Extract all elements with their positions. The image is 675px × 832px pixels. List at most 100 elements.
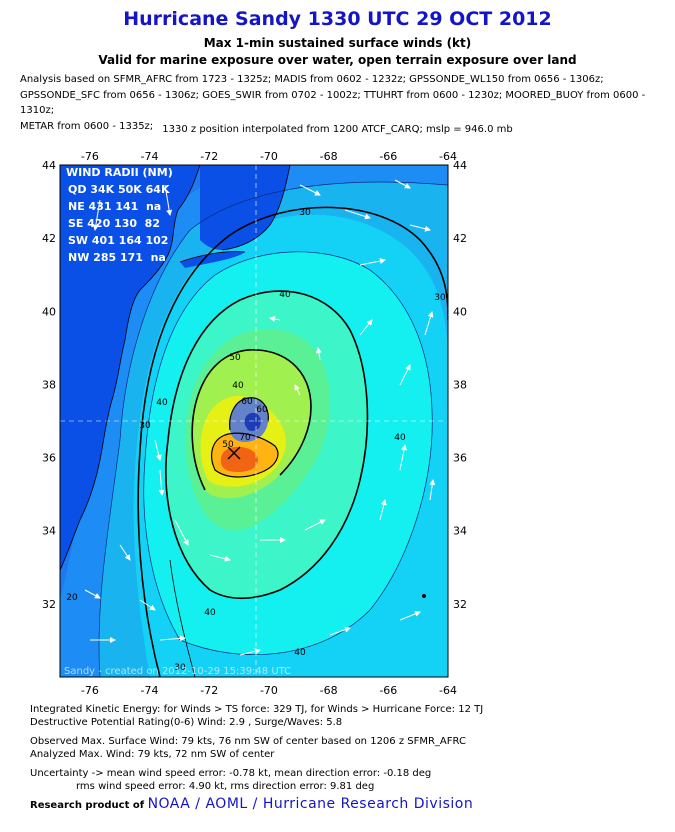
wind-arrow bbox=[424, 311, 434, 336]
wind-arrow bbox=[399, 364, 411, 386]
contour-line bbox=[137, 206, 448, 677]
analysis-line: METAR from 0600 - 1335z; bbox=[20, 120, 154, 132]
map-frame bbox=[59, 164, 449, 678]
wind-arrow bbox=[294, 384, 301, 396]
lon-tick-label: -66 bbox=[379, 150, 397, 163]
lat-tick-label: 38 bbox=[453, 378, 467, 391]
wind-arrow bbox=[379, 499, 387, 521]
contour-label: 60 bbox=[241, 397, 253, 407]
wind-arrow bbox=[174, 519, 189, 546]
lon-ticks-top: -76 -74 -72 -70 -68 -66 -64 bbox=[81, 150, 457, 163]
land-new-england bbox=[200, 165, 290, 250]
wind-arrow bbox=[209, 554, 231, 562]
uncertainty-info: Uncertainty -> mean wind speed error: -0… bbox=[30, 767, 431, 793]
contour-line bbox=[169, 559, 196, 677]
contour-label: 70 bbox=[239, 433, 251, 443]
ike-text: Integrated Kinetic Energy: for Winds > T… bbox=[30, 704, 484, 715]
lon-tick-label: -70 bbox=[260, 150, 278, 163]
contour-label: 30 bbox=[174, 663, 186, 673]
contour-label: 40 bbox=[394, 433, 406, 443]
lon-tick-label: -68 bbox=[320, 684, 338, 697]
dpr-text: Destructive Potential Rating(0-6) Wind: … bbox=[30, 717, 343, 728]
rms-error-text: rms wind speed error: 4.90 kt, rms direc… bbox=[76, 781, 375, 792]
lat-tick-label: 32 bbox=[42, 598, 56, 611]
contour-label: 30 bbox=[434, 293, 446, 303]
wind-arrow bbox=[164, 184, 173, 216]
lon-tick-label: -66 bbox=[379, 684, 397, 697]
contour-line bbox=[211, 432, 279, 478]
wind-radii-table: WIND RADII (NM) QD 34K 50K 64K NE 431 14… bbox=[66, 166, 173, 264]
wind-arrow bbox=[344, 209, 371, 220]
lat-tick-label: 34 bbox=[42, 525, 56, 538]
lon-tick-label: -64 bbox=[439, 684, 457, 697]
observed-max-text: Observed Max. Surface Wind: 79 kts, 76 n… bbox=[30, 736, 466, 747]
subtitle-exposure: Valid for marine exposure over water, op… bbox=[98, 53, 577, 67]
uncertainty-text: Uncertainty -> mean wind speed error: -0… bbox=[30, 768, 432, 779]
wind-arrow bbox=[329, 626, 351, 636]
lat-tick-label: 44 bbox=[42, 159, 56, 172]
lat-ticks-left: 44 42 40 38 36 34 32 bbox=[42, 159, 56, 611]
lat-tick-label: 36 bbox=[42, 452, 56, 465]
wind-arrow bbox=[315, 347, 322, 361]
wind-arrow bbox=[359, 258, 386, 266]
lon-ticks-bottom: -76 -74 -72 -70 -68 -66 -64 bbox=[81, 684, 457, 697]
wind-arrow bbox=[429, 479, 436, 501]
contour-label: 40 bbox=[156, 398, 168, 408]
wind-arrow bbox=[158, 469, 165, 496]
lat-tick-label: 34 bbox=[453, 525, 467, 538]
lat-ticks-right: 44 42 40 38 36 34 32 bbox=[453, 159, 467, 611]
lon-tick-label: -64 bbox=[439, 150, 457, 163]
lon-tick-label: -72 bbox=[200, 150, 218, 163]
max-wind-info: Observed Max. Surface Wind: 79 kts, 76 n… bbox=[30, 735, 466, 761]
lon-tick-label: -72 bbox=[200, 684, 218, 697]
wind-arrows bbox=[84, 179, 436, 656]
wind-arrow bbox=[399, 444, 407, 471]
land-eastern-seaboard bbox=[60, 165, 200, 570]
contour-line bbox=[191, 349, 312, 491]
wind-arrow bbox=[304, 519, 326, 531]
credit-line: Research product of NOAA / AOML / Hurric… bbox=[30, 796, 473, 812]
contour-label: 50 bbox=[222, 440, 234, 450]
contour-line bbox=[143, 251, 433, 655]
wind-arrow bbox=[159, 635, 186, 642]
lat-tick-label: 38 bbox=[42, 378, 56, 391]
wind-radii-title: WIND RADII (NM) bbox=[66, 166, 173, 179]
wind-radii-header: QD 34K 50K 64K bbox=[68, 183, 170, 196]
wind-arrow bbox=[399, 611, 421, 621]
island-bermuda bbox=[422, 594, 426, 598]
lat-tick-label: 40 bbox=[453, 305, 467, 318]
lon-tick-label: -74 bbox=[141, 684, 159, 697]
wind-arrow bbox=[299, 184, 321, 196]
eye-center bbox=[244, 412, 261, 431]
lat-tick-label: 42 bbox=[453, 232, 467, 245]
contour-label: 50 bbox=[229, 353, 241, 363]
contour-label: 40 bbox=[232, 381, 244, 391]
lon-tick-label: -76 bbox=[81, 150, 99, 163]
credit-organization-link[interactable]: NOAA / AOML / Hurricane Research Divisio… bbox=[147, 796, 474, 812]
wind-radii-row: NW 285 171 na bbox=[68, 251, 166, 264]
subtitle-units: Max 1-min sustained surface winds (kt) bbox=[203, 36, 472, 50]
wind-arrow bbox=[154, 439, 162, 461]
wind-arrow bbox=[269, 316, 281, 322]
contour-labels: 30 40 30 40 50 60 40 50 60 70 40 30 20 40 30 40 bbox=[66, 208, 446, 673]
contour-label: 20 bbox=[66, 593, 78, 603]
wind-arrow bbox=[239, 648, 261, 656]
lat-tick-label: 44 bbox=[453, 159, 467, 172]
lon-tick-label: -76 bbox=[81, 684, 99, 697]
wind-radii-row: NE 431 141 na bbox=[68, 200, 161, 213]
wind-field bbox=[60, 165, 448, 677]
coastline bbox=[60, 165, 201, 571]
coastline bbox=[221, 165, 291, 251]
contour-line bbox=[98, 181, 448, 677]
contour-line bbox=[229, 397, 269, 431]
wind-radii-row: SE 420 130 82 bbox=[68, 217, 160, 230]
lon-tick-label: -74 bbox=[141, 150, 159, 163]
analysis-sources: Analysis based on SFMR_AFRC from 1723 - … bbox=[20, 72, 670, 134]
wind-radii-row: SW 401 164 102 bbox=[68, 234, 168, 247]
land-long-island bbox=[180, 251, 245, 268]
wind-arrow bbox=[409, 224, 431, 232]
contour-label: 60 bbox=[256, 405, 268, 415]
map-watermark: Sandy - created on 2012-10-29 15:39:48 U… bbox=[64, 666, 291, 677]
wind-band-70kt bbox=[220, 446, 258, 472]
page-title: Hurricane Sandy 1330 UTC 29 OCT 2012 bbox=[123, 8, 552, 30]
